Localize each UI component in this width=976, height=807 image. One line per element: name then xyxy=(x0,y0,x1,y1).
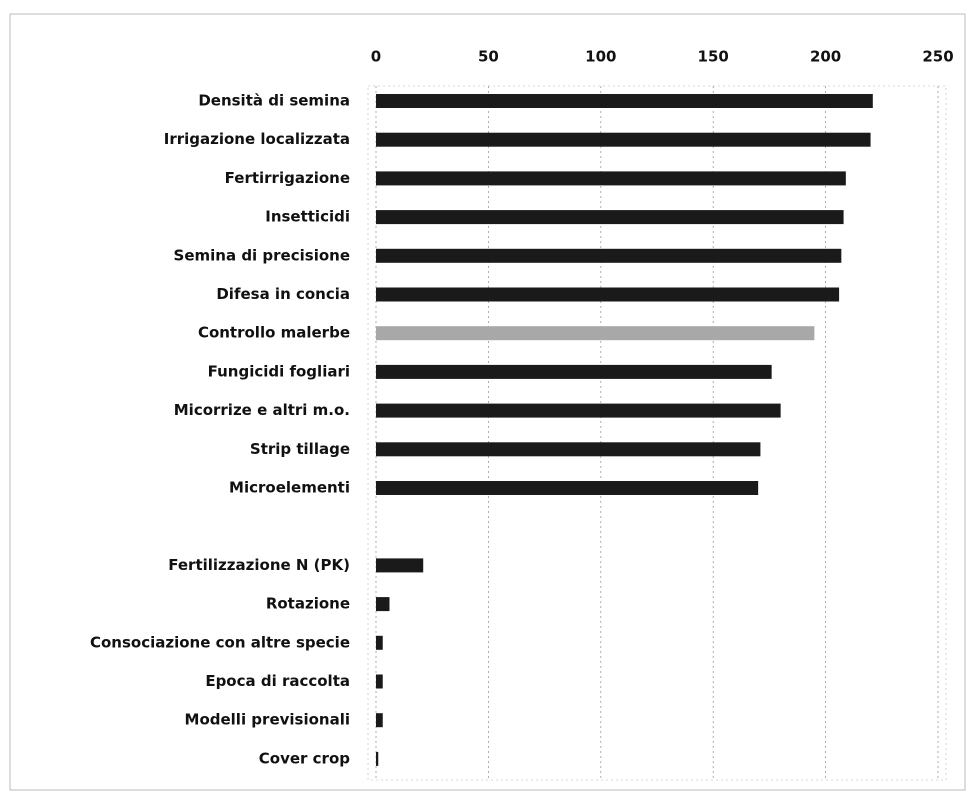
bar xyxy=(376,132,871,147)
y-tick-label: Semina di precisione xyxy=(174,246,350,264)
y-tick-label: Micorrize e altri m.o. xyxy=(174,401,350,419)
bar xyxy=(376,94,873,108)
bar xyxy=(376,558,424,573)
bar xyxy=(376,210,844,225)
y-tick-label: Cover crop xyxy=(259,749,350,767)
bar xyxy=(376,674,383,689)
y-tick-label: Densità di semina xyxy=(198,92,350,110)
bar xyxy=(376,713,383,728)
bar xyxy=(376,481,759,495)
x-tick-label: 200 xyxy=(810,48,841,66)
bar xyxy=(376,403,781,418)
x-tick-label: 100 xyxy=(585,48,616,66)
y-tick-label: Consociazione con altre specie xyxy=(90,633,350,651)
y-tick-label: Irrigazione localizzata xyxy=(164,130,350,148)
bar xyxy=(376,751,379,766)
y-tick-label: Epoca di raccolta xyxy=(205,672,350,690)
bar xyxy=(376,442,761,457)
y-tick-label: Difesa in concia xyxy=(216,285,350,303)
bar xyxy=(376,597,390,612)
bar xyxy=(376,171,846,186)
bar xyxy=(376,248,842,263)
bar xyxy=(376,287,840,302)
chart-frame xyxy=(9,13,966,791)
bar xyxy=(376,364,772,379)
y-tick-label: Modelli previsionali xyxy=(185,711,350,729)
y-tick-label: Fungicidi fogliari xyxy=(208,362,350,380)
y-tick-label: Controllo malerbe xyxy=(198,324,350,342)
y-tick-label: Fertilizzazione N (PK) xyxy=(168,556,350,574)
x-tick-label: 250 xyxy=(922,48,953,66)
y-tick-label: Fertirrigazione xyxy=(225,169,350,187)
y-tick-label: Rotazione xyxy=(266,595,350,613)
x-tick-label: 150 xyxy=(698,48,729,66)
x-tick-label: 50 xyxy=(478,48,499,66)
bar xyxy=(376,326,815,341)
bar xyxy=(376,635,383,650)
y-tick-label: Microelementi xyxy=(229,479,350,497)
plot-frame xyxy=(367,85,947,781)
x-tick-label: 0 xyxy=(371,48,381,66)
y-tick-label: Strip tillage xyxy=(250,440,350,458)
y-tick-label: Insetticidi xyxy=(265,208,350,226)
